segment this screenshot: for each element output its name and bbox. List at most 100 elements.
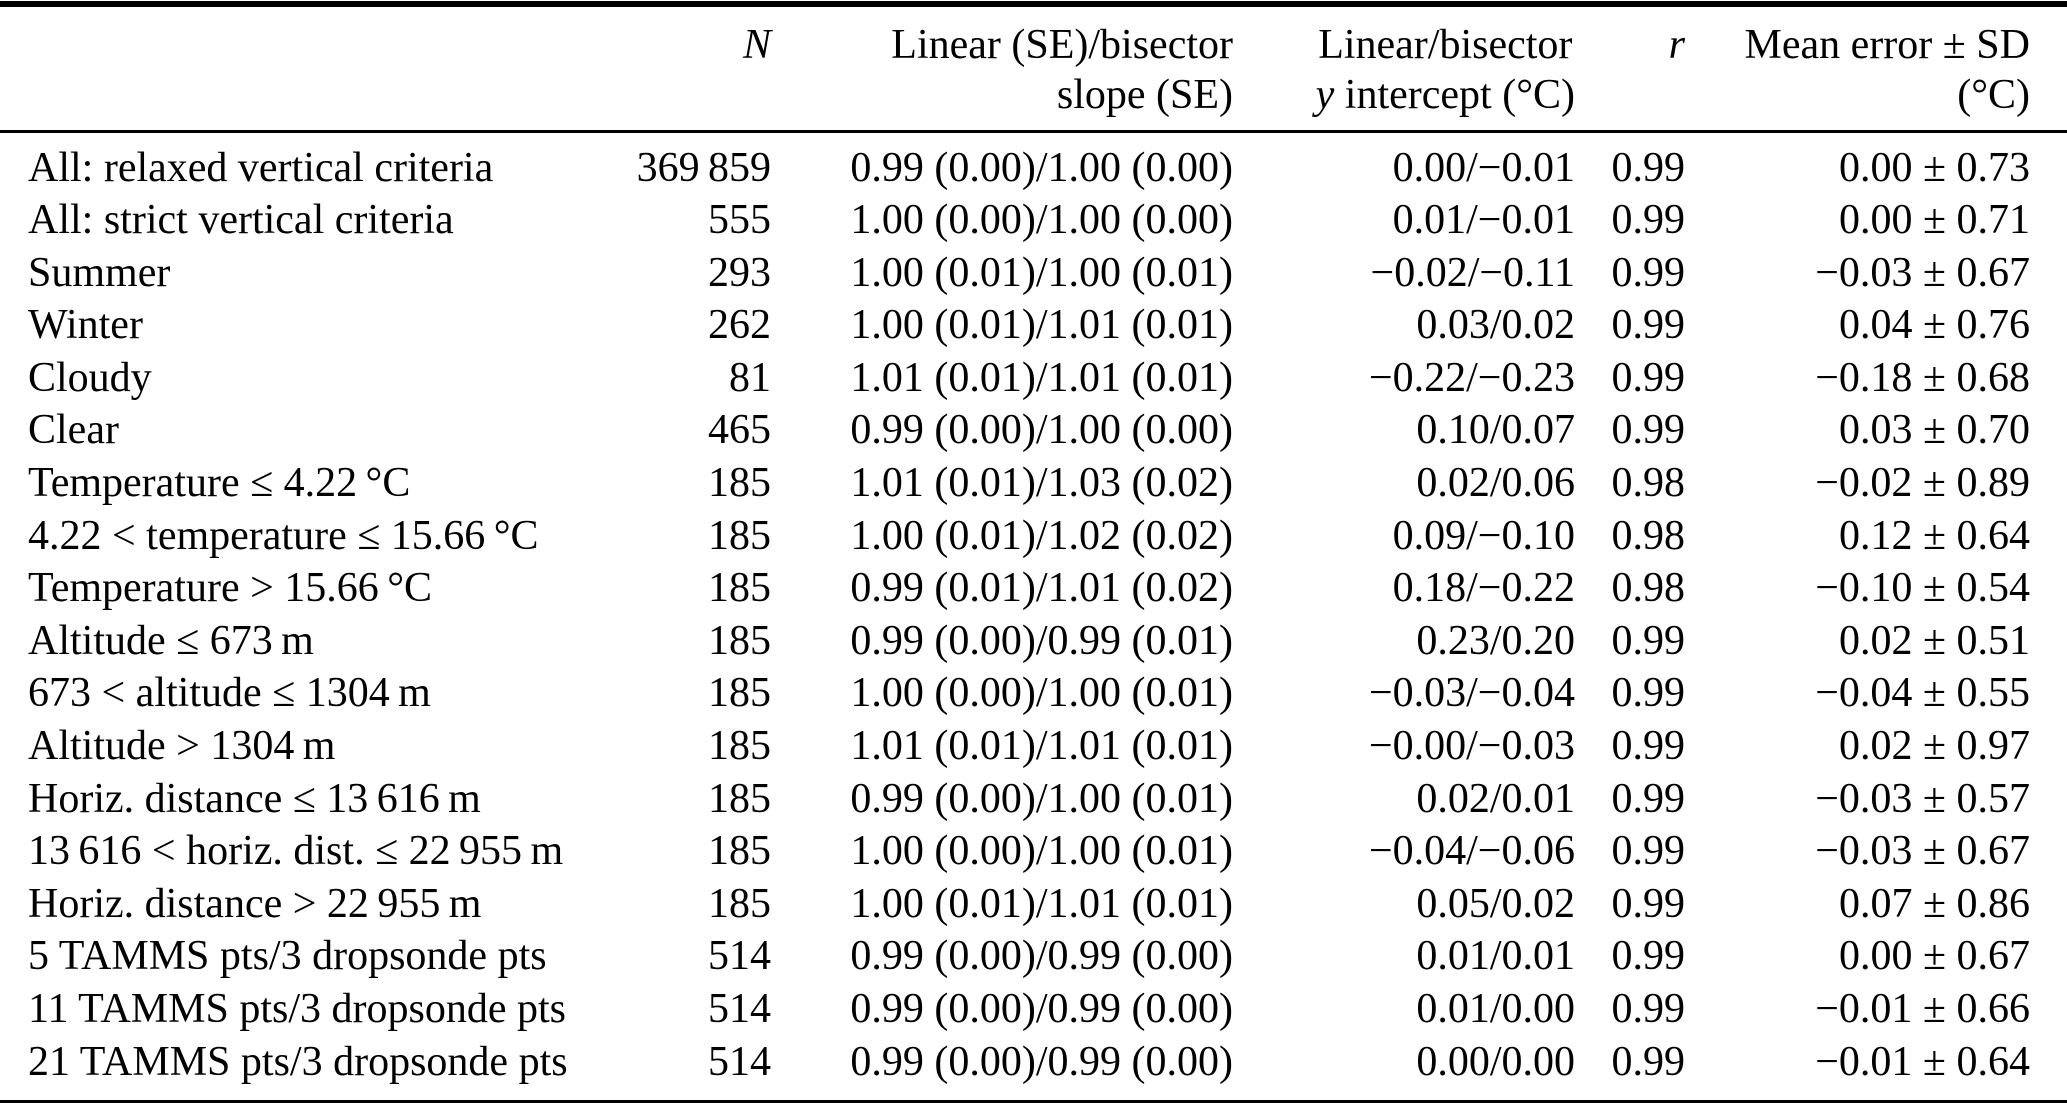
mean-error-cell: 0.00 ± 0.71 [1838,197,2030,244]
r-cell: 0.99 [1611,828,1686,875]
slope-header-line2: slope (SE) [1056,72,1233,118]
r-cell: 0.99 [1611,354,1686,401]
row-label-cell: Cloudy [28,354,152,401]
r-cell: 0.99 [1611,723,1686,770]
r-cell: 0.99 [1611,249,1686,296]
n-cell: 185 [708,565,771,612]
intercept-cell: 0.09/−0.10 [1392,512,1575,559]
n-cell: 555 [708,197,771,244]
slope-cell: 0.99 (0.00)/1.00 (0.01) [850,775,1233,822]
table-row: All: relaxed vertical criteria 369 859 0.9… [0,131,2067,194]
mean-error-cell: −0.01 ± 0.66 [1815,986,2030,1032]
slope-cell: 0.99 (0.00)/0.99 (0.00) [850,933,1233,980]
r-cell: 0.99 [1611,933,1686,980]
row-label-cell: 673 < altitude ≤ 1304 m [28,670,431,717]
table-top-rule [0,1,2067,7]
slope-cell: 1.01 (0.01)/1.01 (0.01) [850,723,1233,770]
table-row: 673 < altitude ≤ 1304 m 185 1.00 (0.00)/1.… [0,667,2067,720]
slope-cell: 0.99 (0.00)/0.99 (0.00) [850,986,1233,1032]
row-label-cell: Temperature > 15.66 °C [28,565,433,612]
mean-error-cell: −0.01 ± 0.64 [1815,1038,2030,1085]
slope-cell: 1.00 (0.00)/1.00 (0.01) [850,828,1233,875]
mean-error-cell: −0.04 ± 0.55 [1815,670,2030,717]
n-cell: 514 [708,933,771,980]
table-bottom-rule [0,1100,2067,1104]
row-label-cell: Altitude ≤ 673 m [28,617,314,664]
row-label-cell: 4.22 < temperature ≤ 15.66 °C [28,512,539,559]
mean-error-cell: 0.02 ± 0.97 [1838,723,2030,770]
r-cell: 0.99 [1611,880,1686,927]
mean-error-cell: 0.00 ± 0.67 [1838,933,2030,980]
mean-error-cell: −0.10 ± 0.54 [1815,565,2030,612]
row-label-cell: 21 TAMMS pts/3 dropsonde pts [28,1038,568,1085]
mean-error-header-line1: Mean error ± SD [1744,22,2030,68]
slope-cell: 1.00 (0.01)/1.02 (0.02) [850,512,1233,559]
slope-cell: 1.00 (0.01)/1.00 (0.01) [850,249,1233,296]
slope-cell: 0.99 (0.00)/1.00 (0.00) [850,407,1233,454]
intercept-cell: 0.01/0.00 [1416,986,1575,1032]
intercept-cell: 0.01/−0.01 [1392,197,1575,244]
intercept-cell: 0.02/0.06 [1416,460,1575,507]
header-row: N Linear (SE)/bisector slope (SE) Linear… [0,7,2067,133]
r-cell: 0.98 [1611,512,1686,559]
intercept-cell: −0.22/−0.23 [1368,354,1575,401]
n-cell: 465 [708,407,771,454]
table-body: All: relaxed vertical criteria 369 859 0.9… [0,131,2067,1100]
intercept-cell: 0.01/0.01 [1416,933,1575,980]
mean-error-cell: 0.03 ± 0.70 [1838,407,2030,454]
n-cell: 185 [708,512,771,559]
table-row: 21 TAMMS pts/3 dropsonde pts 514 0.99 (0.0… [0,1036,2067,1101]
r-cell: 0.99 [1611,302,1686,349]
table-row: Summer 293 1.00 (0.01)/1.00 (0.01) −0.02/−0… [0,247,2067,300]
row-label-cell: Altitude > 1304 m [28,723,336,770]
slope-cell: 1.00 (0.01)/1.01 (0.01) [850,302,1233,349]
row-label-cell: Horiz. distance ≤ 13 616 m [28,775,481,822]
row-label-cell: All: relaxed vertical criteria [28,144,494,191]
mean-error-cell: 0.00 ± 0.73 [1838,144,2030,191]
intercept-cell: 0.00/0.00 [1416,1038,1575,1085]
col-header-slope: Linear (SE)/bisector slope (SE) [771,7,1233,133]
mean-error-header-line2: (°C) [1957,72,2030,118]
table-row: All: strict vertical criteria 555 1.00 (0.… [0,194,2067,247]
n-cell: 185 [708,723,771,770]
slope-cell: 0.99 (0.00)/0.99 (0.00) [850,1038,1233,1085]
intercept-header-line1: Linear/bisector [1318,22,1573,68]
intercept-header-line2: y intercept (°C) [1316,70,1575,120]
n-cell: 185 [708,670,771,717]
table-row: 5 TAMMS pts/3 dropsonde pts 514 0.99 (0.00… [0,930,2067,983]
mean-error-cell: −0.18 ± 0.68 [1815,354,2030,401]
r-cell: 0.99 [1611,775,1686,822]
slope-cell: 1.01 (0.01)/1.03 (0.02) [850,460,1233,507]
n-cell: 185 [708,828,771,875]
n-cell: 81 [729,354,771,401]
row-label-cell: Winter [28,302,143,349]
n-header-label: N [742,22,771,68]
col-header-row-label [0,7,610,133]
r-cell: 0.98 [1611,565,1686,612]
mean-error-cell: −0.03 ± 0.57 [1815,775,2030,822]
mean-error-cell: 0.12 ± 0.64 [1838,512,2030,559]
intercept-header-block: Linear/bisector y intercept (°C) [1316,20,1575,120]
slope-cell: 0.99 (0.01)/1.01 (0.02) [850,565,1233,612]
r-cell: 0.99 [1611,986,1686,1032]
intercept-cell: −0.03/−0.04 [1368,670,1575,717]
regression-statistics-table: N Linear (SE)/bisector slope (SE) Linear… [0,7,2067,1100]
row-label-cell: Summer [28,249,171,296]
table-row: Altitude ≤ 673 m 185 0.99 (0.00)/0.99 (0.0… [0,615,2067,668]
table-row: Winter 262 1.00 (0.01)/1.01 (0.01) 0.03/0.0… [0,299,2067,352]
slope-cell: 0.99 (0.00)/0.99 (0.01) [850,617,1233,664]
table-row: Cloudy 81 1.01 (0.01)/1.01 (0.01) −0.22/−0.… [0,352,2067,405]
mean-error-cell: 0.07 ± 0.86 [1838,880,2030,927]
col-header-n: N [610,7,771,133]
row-label-cell: Temperature ≤ 4.22 °C [28,460,411,507]
r-cell: 0.98 [1611,460,1686,507]
r-cell: 0.99 [1611,407,1686,454]
intercept-cell: 0.02/0.01 [1416,775,1575,822]
table-row: 4.22 < temperature ≤ 15.66 °C 185 1.00 (0.… [0,510,2067,563]
table-row: Temperature > 15.66 °C 185 0.99 (0.01)/1.0… [0,562,2067,615]
intercept-cell: 0.23/0.20 [1416,617,1575,664]
mean-error-cell: −0.02 ± 0.89 [1815,460,2030,507]
row-label-cell: Clear [28,407,119,454]
intercept-cell: 0.10/0.07 [1416,407,1575,454]
